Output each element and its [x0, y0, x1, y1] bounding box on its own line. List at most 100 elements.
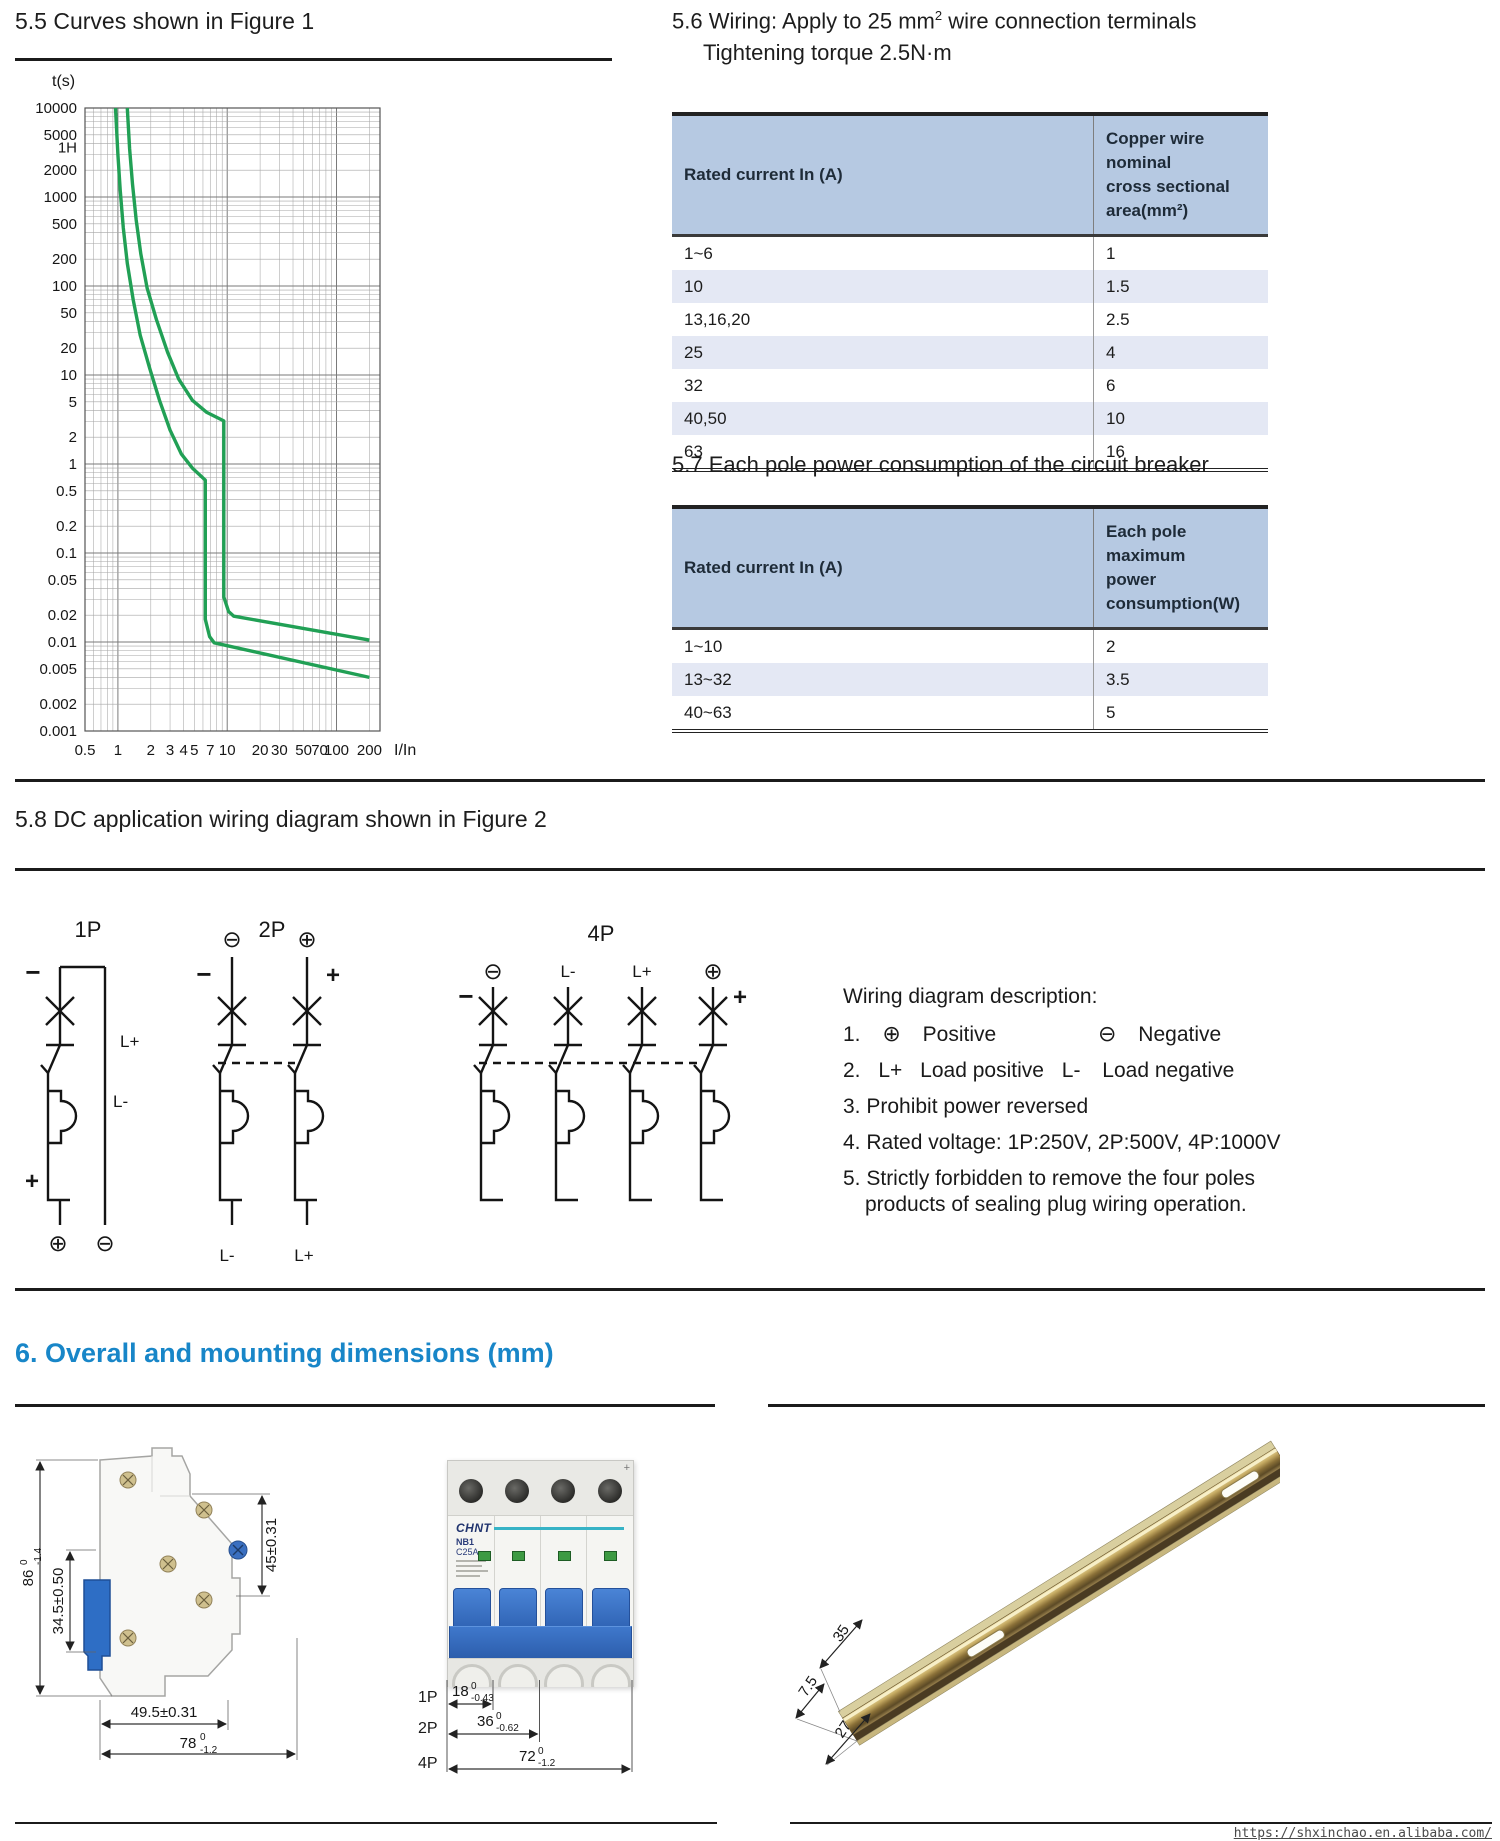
trip-curve-lower-boundary [113, 107, 370, 680]
load-positive-label: L+ [120, 1032, 139, 1051]
diagram-title-1p: 1P [75, 917, 102, 942]
svg-text:72: 72 [519, 1748, 536, 1765]
indicator-window [558, 1551, 571, 1561]
indicator-window [478, 1551, 491, 1561]
wiring-description-item: 1. ⊕ Positive ⊖ Negative [843, 1022, 1222, 1047]
diagram-title-4p: 4P [588, 921, 615, 946]
brand-logo: CHNT [456, 1521, 492, 1535]
table-cell: 10 [684, 277, 703, 296]
y-tick-label: 1H [58, 139, 77, 156]
model-label: NB1 [456, 1537, 475, 1547]
toggle-handle [453, 1588, 491, 1630]
minus-sign: − [196, 959, 211, 989]
table-cell: 1.5 [1093, 270, 1268, 303]
trip-curve-upper-boundary [125, 107, 370, 642]
wiring-description: Wiring diagram description: 1. ⊕ Positiv… [843, 985, 1313, 1229]
table-cell: 63 [684, 442, 703, 461]
table-cell: 1~6 [684, 244, 713, 263]
svg-text:18: 18 [452, 1683, 469, 1700]
plus-sign: + [25, 1168, 39, 1195]
circled-plus-icon: ⊕ [703, 958, 722, 984]
table-row: 1~6 1 [672, 237, 1268, 270]
plus-sign: + [733, 984, 747, 1011]
table-header-row: Rated current In (A) Copper wire nominal… [672, 116, 1268, 237]
y-tick-label: 1000 [44, 189, 77, 206]
svg-text:86: 86 [20, 1570, 37, 1587]
table-cell: 4 [1093, 336, 1268, 369]
minus-sign: − [25, 957, 40, 987]
y-tick-label: 50 [60, 305, 77, 322]
minus-sign: − [458, 981, 473, 1011]
y-tick-label: 10 [60, 367, 77, 384]
table-cell: 2 [1093, 630, 1268, 663]
wiring-description-item: 2. L+ Load positive L- Load negative [843, 1059, 1235, 1082]
table-cell: 16 [1093, 435, 1268, 468]
x-tick-label: 7 [206, 742, 214, 759]
y-tick-label: 5 [69, 394, 77, 411]
circled-plus-icon: ⊕ [882, 1022, 901, 1047]
footer-url-link[interactable]: https://shxinchao.en.alibaba.com/ [1233, 1826, 1492, 1841]
svg-text:-0.62: -0.62 [496, 1723, 519, 1734]
dim-pole-label: 1P [418, 1689, 438, 1706]
indicator-window [604, 1551, 617, 1561]
table-row: 32 6 [672, 369, 1268, 402]
y-tick-label: 0.002 [39, 696, 77, 713]
y-tick-label: 0.001 [39, 723, 77, 740]
section-5-6-title: 5.6 Wiring: Apply to 25 mm2 wire connect… [672, 8, 1197, 34]
toggle-handle [592, 1588, 630, 1630]
divider [15, 868, 1485, 871]
pole-width-dimensions: 18 0 -0.43 36 0 -0.62 72 0 -1.2 [446, 1680, 633, 1774]
breaker-side-view-drawing: 86 0 -1.4 34.5±0.50 45±0.31 49.5±0.31 78… [19, 1447, 298, 1760]
section-5-7-title: 5.7 Each pole power consumption of the c… [672, 452, 1209, 477]
plus-sign: + [326, 962, 340, 989]
y-tick-label: 2000 [44, 162, 77, 179]
table-row: 10 1.5 [672, 270, 1268, 303]
din-rail-photo: 35 7.5 27 [795, 1440, 1280, 1766]
dim-pole-label: 4P [418, 1755, 438, 1772]
toggle-handle [499, 1588, 537, 1630]
y-tick-label: 0.5 [56, 483, 77, 500]
table-row: 13~32 3.5 [672, 663, 1268, 696]
load-positive-label: L+ [294, 1246, 313, 1265]
table-row: 13,16,20 2.5 [672, 303, 1268, 336]
bottom-terminal-row [448, 1658, 633, 1687]
table-header-row: Rated current In (A) Each pole maximum p… [672, 509, 1268, 630]
wiring-description-item: products of sealing plug wiring operatio… [865, 1193, 1247, 1216]
section-5-5-title: 5.5 Curves shown in Figure 1 [15, 8, 315, 34]
circled-plus-icon: ⊕ [48, 1230, 67, 1256]
dc-wiring-diagram-figure2: 1P − L+ L- + ⊕ ⊖ 2P ⊖ ⊕ − + L- L+ 4P ⊖ L- L+ ⊕ − + [25, 917, 747, 1265]
y-tick-label: 0.02 [48, 607, 77, 624]
circled-minus-icon: ⊖ [95, 1230, 114, 1256]
section-6-title: 6. Overall and mounting dimensions (mm) [15, 1338, 554, 1368]
svg-text:0: 0 [538, 1746, 544, 1757]
divider [790, 1822, 1492, 1824]
divider [15, 58, 612, 61]
plus-mark: + [623, 1462, 630, 1474]
circled-minus-icon: ⊖ [222, 926, 241, 952]
toggle-tie-bar [449, 1626, 632, 1660]
svg-text:7.5: 7.5 [795, 1673, 821, 1700]
y-tick-label: 0.05 [48, 572, 77, 589]
wiring-terminal-table: Rated current In (A) Copper wire nominal… [672, 112, 1268, 472]
wiring-description-item: 5. Strictly forbidden to remove the four… [843, 1167, 1256, 1190]
table-cell: 40~63 [684, 703, 732, 722]
x-tick-label: 30 [271, 742, 288, 759]
x-tick-label: 5 [190, 742, 198, 759]
load-negative-label: L- [113, 1092, 128, 1111]
x-tick-label: 50 [295, 742, 312, 759]
table-header-cell: Rated current In (A) [684, 165, 843, 184]
power-consumption-table: Rated current In (A) Each pole maximum p… [672, 505, 1268, 733]
divider [15, 1288, 1485, 1291]
circled-minus-icon: ⊖ [483, 958, 502, 984]
svg-text:36: 36 [477, 1713, 494, 1730]
dim-pole-label: 2P [418, 1720, 438, 1737]
table-row: 63 16 [672, 435, 1268, 468]
divider [768, 1404, 1485, 1407]
table-cell: 13,16,20 [684, 310, 751, 329]
svg-text:78: 78 [180, 1735, 197, 1752]
terminal-row: + [448, 1461, 633, 1516]
rating-label: C25A [456, 1547, 479, 1557]
terminal-screw-icon [598, 1479, 622, 1503]
